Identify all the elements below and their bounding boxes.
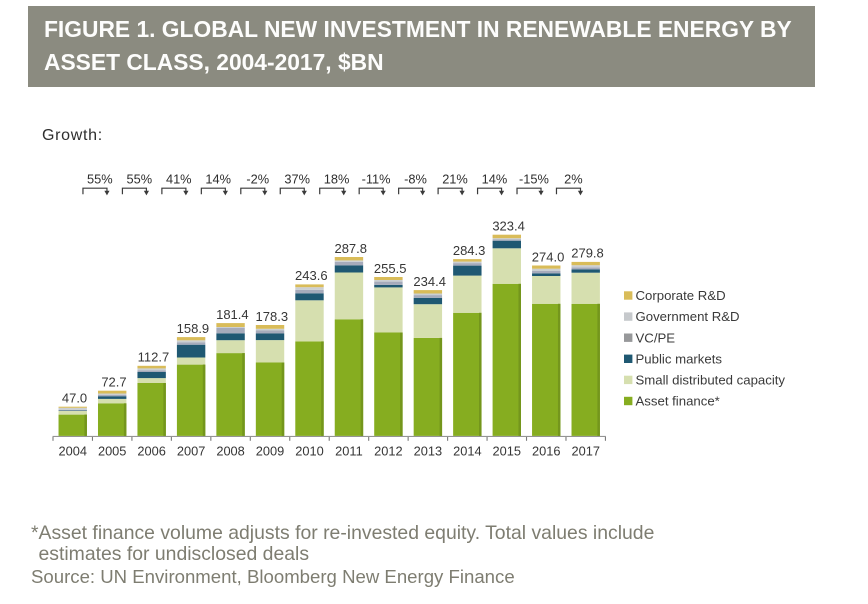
svg-text:Government R&D: Government R&D — [636, 309, 740, 324]
svg-text:2011: 2011 — [335, 444, 363, 459]
svg-text:243.6: 243.6 — [295, 268, 328, 283]
svg-text:-11%: -11% — [362, 172, 391, 187]
svg-text:2%: 2% — [564, 172, 583, 187]
svg-text:VC/PE: VC/PE — [636, 330, 676, 345]
svg-text:Small distributed capacity: Small distributed capacity — [636, 373, 786, 388]
svg-text:Corporate R&D: Corporate R&D — [636, 288, 726, 303]
svg-text:2014: 2014 — [453, 444, 481, 459]
svg-text:2015: 2015 — [493, 444, 521, 459]
svg-text:2007: 2007 — [177, 444, 205, 459]
svg-text:2006: 2006 — [137, 444, 165, 459]
svg-text:14%: 14% — [205, 172, 231, 187]
svg-text:72.7: 72.7 — [101, 375, 126, 390]
svg-text:-15%: -15% — [519, 172, 549, 187]
svg-text:21%: 21% — [442, 172, 468, 187]
svg-text:178.3: 178.3 — [256, 309, 289, 324]
svg-text:2010: 2010 — [295, 444, 323, 459]
svg-text:255.5: 255.5 — [374, 261, 407, 276]
svg-text:323.4: 323.4 — [492, 219, 525, 234]
svg-text:-8%: -8% — [404, 172, 427, 187]
svg-text:41%: 41% — [166, 172, 192, 187]
svg-text:37%: 37% — [284, 172, 310, 187]
svg-text:2017: 2017 — [571, 444, 599, 459]
svg-text:2008: 2008 — [216, 444, 244, 459]
svg-text:47.0: 47.0 — [62, 391, 87, 406]
svg-text:2016: 2016 — [532, 444, 560, 459]
svg-text:2012: 2012 — [374, 444, 402, 459]
svg-text:55%: 55% — [87, 172, 113, 187]
svg-text:181.4: 181.4 — [216, 307, 249, 322]
svg-text:234.4: 234.4 — [413, 274, 446, 289]
svg-text:287.8: 287.8 — [334, 241, 367, 256]
svg-text:55%: 55% — [127, 172, 153, 187]
svg-text:14%: 14% — [482, 172, 508, 187]
svg-text:Public markets: Public markets — [636, 351, 723, 366]
svg-text:2013: 2013 — [414, 444, 442, 459]
svg-text:279.8: 279.8 — [571, 246, 604, 261]
svg-text:-2%: -2% — [246, 172, 269, 187]
svg-text:18%: 18% — [324, 172, 350, 187]
svg-text:Asset finance*: Asset finance* — [636, 394, 720, 409]
svg-text:112.7: 112.7 — [138, 350, 170, 365]
svg-text:284.3: 284.3 — [453, 243, 486, 258]
svg-text:158.9: 158.9 — [177, 321, 210, 336]
svg-text:274.0: 274.0 — [532, 249, 565, 264]
svg-text:2009: 2009 — [256, 444, 284, 459]
svg-text:2005: 2005 — [98, 444, 126, 459]
svg-text:2004: 2004 — [58, 444, 86, 459]
